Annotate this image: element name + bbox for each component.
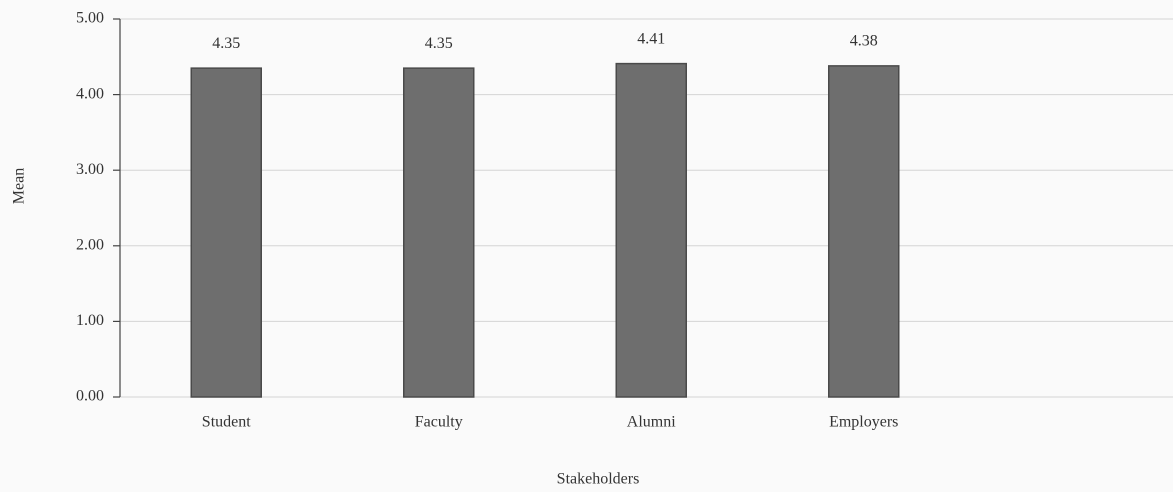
value-label: 4.41 (637, 30, 665, 47)
y-tick-label: 2.00 (76, 236, 104, 253)
y-tick-label: 0.00 (76, 388, 104, 405)
y-tick-label: 3.00 (76, 161, 104, 178)
y-tick-label: 4.00 (76, 85, 104, 102)
x-tick-label: Faculty (415, 414, 463, 431)
bar (828, 65, 900, 398)
x-axis-label: Stakeholders (557, 471, 640, 488)
x-tick-label: Employers (829, 414, 898, 431)
bar (190, 67, 262, 398)
y-axis-label: Mean (11, 168, 28, 204)
bar (615, 62, 687, 398)
x-tick-label: Student (202, 414, 251, 431)
value-label: 4.35 (212, 35, 240, 52)
bar (403, 67, 475, 398)
x-tick-label: Alumni (627, 414, 676, 431)
value-label: 4.38 (850, 33, 878, 50)
y-tick-label: 1.00 (76, 312, 104, 329)
value-label: 4.35 (425, 35, 453, 52)
y-tick-label: 5.00 (76, 10, 104, 27)
